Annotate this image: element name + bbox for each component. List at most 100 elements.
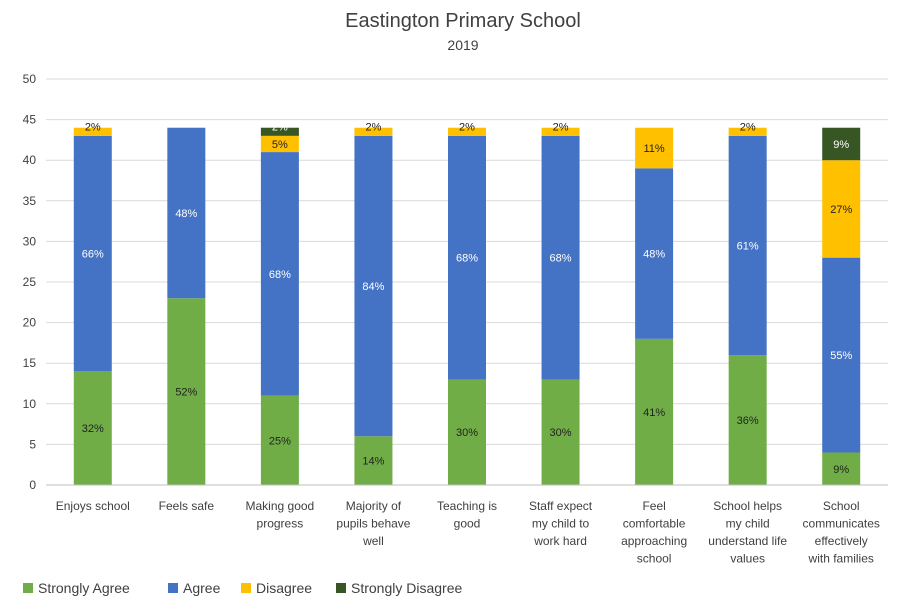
bar-segment-agree xyxy=(635,168,674,339)
x-tick-label: my child xyxy=(726,517,770,531)
x-tick-label: my child to xyxy=(532,517,590,531)
bar-segment-agree xyxy=(448,135,486,380)
bar-segment-strongly-disagree xyxy=(260,127,299,136)
y-tick-label: 45 xyxy=(23,113,37,127)
data-label: 11% xyxy=(644,143,665,155)
data-label: 84% xyxy=(362,281,384,293)
data-label: 32% xyxy=(82,423,104,435)
bar-segment-strongly-agree xyxy=(354,436,393,485)
chart-title: Eastington Primary School xyxy=(345,10,581,32)
bar-segment-disagree xyxy=(260,135,299,153)
bar-segment-disagree xyxy=(728,127,767,136)
x-tick-label: communicates xyxy=(803,517,880,531)
data-label: 48% xyxy=(643,249,665,261)
bar-segment-agree xyxy=(260,152,299,396)
legend-swatch xyxy=(168,583,178,593)
legend-swatch xyxy=(23,583,33,593)
x-tick-label: effectively xyxy=(815,534,868,548)
y-tick-label: 10 xyxy=(23,397,37,411)
legend-swatch xyxy=(336,583,346,593)
x-tick-label: values xyxy=(730,552,765,566)
data-label: 41% xyxy=(643,407,665,419)
data-label: 2% xyxy=(85,122,101,134)
y-tick-label: 20 xyxy=(23,316,37,330)
x-tick-label: Teaching is xyxy=(437,499,497,513)
y-tick-label: 15 xyxy=(23,356,37,370)
bar-segment-disagree xyxy=(73,127,112,136)
data-label: 36% xyxy=(737,415,759,427)
x-tick-label: Feel xyxy=(642,499,665,513)
x-tick-label: comfortable xyxy=(623,517,686,531)
bar-segment-disagree xyxy=(541,127,580,136)
bar-segment-strongly-agree xyxy=(167,298,206,485)
bar-segment-agree xyxy=(73,135,112,372)
data-label: 14% xyxy=(362,456,384,468)
data-label: 61% xyxy=(737,240,759,252)
bar-segment-strongly-agree xyxy=(541,379,580,485)
x-tick-label: Enjoys school xyxy=(56,499,130,513)
bar-segment-strongly-agree xyxy=(448,379,486,485)
y-tick-label: 25 xyxy=(23,275,37,289)
x-tick-label: School helps xyxy=(713,499,782,513)
bar-segment-agree xyxy=(541,135,580,380)
chart-subtitle: 2019 xyxy=(447,37,478,53)
data-label: 68% xyxy=(269,269,291,281)
legend-label: Strongly Agree xyxy=(38,580,130,596)
x-tick-label: Feels safe xyxy=(159,499,215,513)
x-tick-label: progress xyxy=(257,517,304,531)
data-label: 2% xyxy=(365,122,381,134)
x-tick-label: understand life xyxy=(708,534,787,548)
x-tick-label: Staff expect xyxy=(529,499,593,513)
data-label: 68% xyxy=(550,253,572,265)
bar-segment-agree xyxy=(354,135,393,437)
x-tick-label: school xyxy=(637,552,672,566)
data-label: 55% xyxy=(830,350,852,362)
data-label: 30% xyxy=(456,427,478,439)
x-axis: Enjoys school Feels safe Making good progre… xyxy=(46,484,888,566)
x-tick-label: pupils behave xyxy=(336,517,410,531)
bar-segment-agree xyxy=(822,257,861,453)
x-tick-label: well xyxy=(362,534,384,548)
data-label: 2% xyxy=(740,122,756,134)
y-tick-label: 0 xyxy=(29,478,36,492)
y-tick-label: 30 xyxy=(23,234,37,248)
bar-segment-agree xyxy=(728,135,767,356)
data-label: 9% xyxy=(833,464,849,476)
bar-segment-strongly-agree xyxy=(260,395,299,485)
data-label: 66% xyxy=(82,249,104,261)
data-label: 52% xyxy=(175,387,197,399)
bar-segment-disagree xyxy=(448,127,486,136)
y-axis: 0 5 10 15 20 25 30 35 40 45 50 xyxy=(23,72,37,492)
legend-label: Agree xyxy=(183,580,221,596)
data-label: 5% xyxy=(272,139,288,151)
legend-label: Strongly Disagree xyxy=(351,580,462,596)
x-tick-label: approaching xyxy=(621,534,687,548)
bar-segment-agree xyxy=(167,127,206,299)
bar-segment-strongly-agree xyxy=(635,338,674,485)
data-label: 27% xyxy=(830,204,852,216)
data-label: 30% xyxy=(550,427,572,439)
data-label: 68% xyxy=(456,253,478,265)
x-tick-label: School xyxy=(823,499,860,513)
y-tick-label: 40 xyxy=(23,153,37,167)
legend-swatch xyxy=(241,583,251,593)
data-label: 2% xyxy=(459,122,475,134)
x-tick-label: good xyxy=(454,517,481,531)
bar-segment-disagree xyxy=(354,127,393,136)
bar-segment-strongly-disagree xyxy=(822,127,861,161)
y-tick-label: 5 xyxy=(29,437,36,451)
x-tick-label: Majority of xyxy=(346,499,402,513)
legend: Strongly Agree Agree Disagree Strongly Disa… xyxy=(23,580,462,596)
x-tick-label: Making good xyxy=(246,499,315,513)
bars: 32% 66% 2% 52% 48% 25% 68% 5% 2% 14% 84% 2% 30% 68% 2%… xyxy=(73,122,861,485)
legend-label: Disagree xyxy=(256,580,312,596)
data-label: 25% xyxy=(269,435,291,447)
bar-segment-strongly-agree xyxy=(822,452,861,485)
data-label: 9% xyxy=(833,139,849,151)
bar-segment-strongly-agree xyxy=(728,355,767,485)
data-label: 48% xyxy=(175,208,197,220)
bar-segment-disagree xyxy=(822,160,861,258)
bar-segment-disagree xyxy=(635,127,674,169)
data-label: 2% xyxy=(553,122,569,134)
